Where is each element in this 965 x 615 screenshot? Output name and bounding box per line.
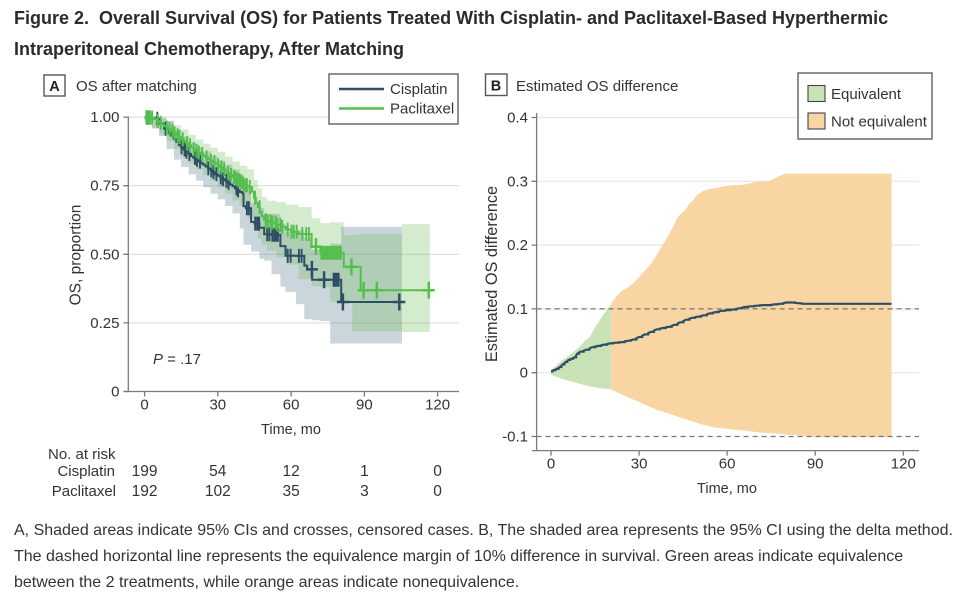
svg-text:60: 60 (283, 397, 300, 414)
svg-text:0: 0 (111, 384, 119, 401)
svg-text:0: 0 (520, 365, 528, 382)
svg-text:120: 120 (891, 456, 916, 473)
svg-text:Estimated OS difference: Estimated OS difference (483, 186, 501, 362)
svg-text:Cisplatin: Cisplatin (390, 81, 448, 98)
svg-text:P = .17: P = .17 (153, 351, 201, 368)
svg-text:192: 192 (132, 483, 158, 500)
svg-text:3: 3 (360, 483, 369, 500)
svg-text:1.00: 1.00 (90, 109, 119, 126)
svg-text:54: 54 (209, 463, 227, 480)
svg-text:90: 90 (807, 456, 824, 473)
svg-text:60: 60 (719, 456, 736, 473)
svg-text:0.50: 0.50 (90, 246, 119, 263)
svg-text:1: 1 (360, 463, 369, 480)
svg-text:0.4: 0.4 (507, 110, 528, 127)
svg-text:Cisplatin: Cisplatin (57, 463, 115, 480)
svg-text:A: A (49, 79, 60, 95)
svg-text:0: 0 (140, 397, 148, 414)
svg-text:Estimated OS difference: Estimated OS difference (516, 78, 678, 95)
svg-text:35: 35 (282, 483, 299, 500)
svg-text:12: 12 (282, 463, 299, 480)
svg-text:0.3: 0.3 (507, 173, 528, 190)
svg-text:0.75: 0.75 (90, 178, 119, 195)
svg-text:Time, mo: Time, mo (261, 422, 321, 438)
svg-text:0.2: 0.2 (507, 237, 528, 254)
svg-text:0.25: 0.25 (90, 315, 119, 332)
svg-text:Not equivalent: Not equivalent (831, 114, 928, 131)
svg-text:0.1: 0.1 (507, 301, 528, 318)
svg-text:No. at risk: No. at risk (48, 446, 116, 463)
svg-text:OS, proportion: OS, proportion (68, 205, 85, 306)
svg-text:B: B (491, 79, 501, 95)
svg-text:120: 120 (425, 397, 450, 414)
svg-text:Paclitaxel: Paclitaxel (390, 101, 454, 118)
svg-text:0: 0 (433, 463, 442, 480)
svg-text:Equivalent: Equivalent (831, 86, 902, 103)
svg-text:0: 0 (547, 456, 555, 473)
svg-text:OS after matching: OS after matching (76, 78, 197, 95)
svg-text:102: 102 (205, 483, 231, 500)
svg-text:0: 0 (433, 483, 442, 500)
svg-text:30: 30 (209, 397, 226, 414)
svg-text:-0.1: -0.1 (502, 429, 528, 446)
svg-text:199: 199 (132, 463, 158, 480)
svg-text:90: 90 (356, 397, 373, 414)
svg-text:Paclitaxel: Paclitaxel (52, 483, 116, 500)
svg-text:30: 30 (631, 456, 648, 473)
svg-text:Time, mo: Time, mo (697, 481, 757, 497)
